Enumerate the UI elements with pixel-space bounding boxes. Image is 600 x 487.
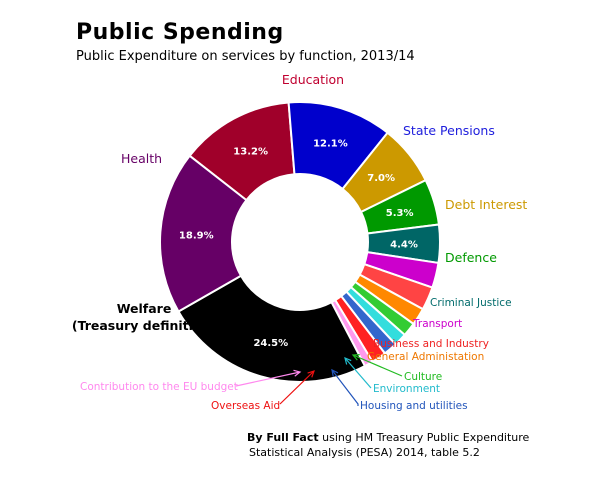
category-label-business-and-industry: Business and Industry: [373, 338, 489, 350]
category-label-debt-interest: Debt Interest: [445, 197, 527, 212]
value-label-health: 18.9%: [179, 231, 214, 242]
category-label-general-administation: General Administation: [367, 351, 484, 363]
leader-arrow-overseas-aid: [307, 370, 315, 378]
value-label-state-pensions: 12.1%: [313, 139, 348, 150]
category-label-transport: Transport: [412, 318, 462, 330]
leader-arrow-housing-and-utilities: [331, 368, 339, 377]
value-label-debt-interest: 7.0%: [367, 173, 395, 184]
category-label-defence: Defence: [445, 250, 497, 265]
leader-arrow-contribution-to-the-eu-budget: [293, 369, 302, 377]
slice-welfare-treasury-definition: [177, 274, 367, 383]
leader-line-overseas-aid: [279, 370, 315, 405]
slice-health: [159, 154, 248, 313]
category-label-welfare-treasury-definition: Welfare (Treasury definition): [72, 301, 216, 333]
value-label-criminal-justice: 4.4%: [390, 239, 418, 250]
value-label-defence: 5.3%: [386, 208, 414, 219]
category-label-culture: Culture: [404, 371, 442, 383]
leader-line-housing-and-utilities: [331, 369, 359, 406]
leader-line-environment: [344, 357, 372, 389]
leader-line-culture: [352, 354, 403, 377]
leader-arrow-environment: [344, 356, 352, 365]
source-credit: By Full Fact using HM Treasury Public Ex…: [247, 430, 529, 460]
credit-line2: Statistical Analysis (PESA) 2014, table …: [249, 446, 480, 459]
value-label-education: 13.2%: [233, 146, 268, 157]
credit-line1: using HM Treasury Public Expenditure: [322, 431, 530, 444]
category-label-housing-and-utilities: Housing and utilities: [360, 400, 468, 412]
category-label-environment: Environment: [373, 383, 440, 395]
category-label-education: Education: [282, 72, 344, 87]
chart-subtitle: Public Expenditure on services by functi…: [76, 49, 415, 64]
leader-arrow-culture: [351, 354, 360, 361]
category-label-criminal-justice: Criminal Justice: [430, 297, 512, 309]
credit-author: By Full Fact: [247, 431, 319, 444]
leader-line-contribution-to-the-eu-budget: [235, 371, 301, 387]
category-label-contribution-to-the-eu-budget: Contribution to the EU budget: [80, 381, 238, 393]
category-label-overseas-aid: Overseas Aid: [211, 400, 280, 412]
chart-title: Public Spending: [76, 20, 284, 45]
category-label-health: Health: [121, 151, 162, 166]
category-label-state-pensions: State Pensions: [403, 123, 495, 138]
value-label-welfare-treasury-definition: 24.5%: [253, 338, 288, 349]
